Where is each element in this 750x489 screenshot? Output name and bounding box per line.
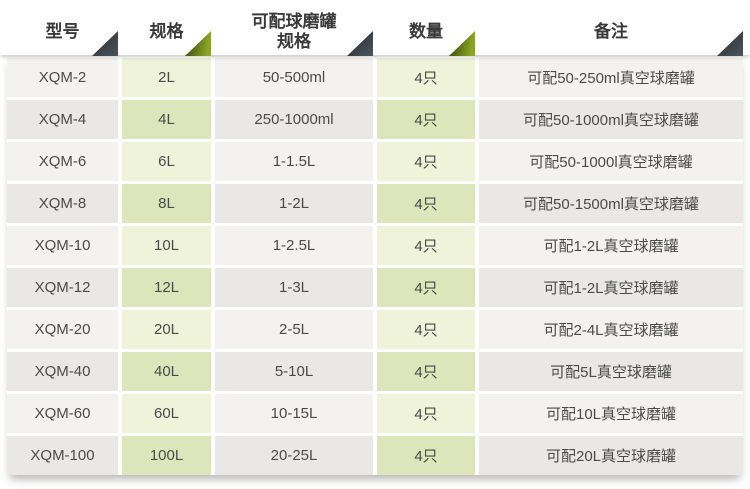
header-remark-label: 备注 (594, 21, 628, 41)
cell-capacity: 2L (122, 58, 211, 97)
header-model: 型号 (7, 8, 118, 56)
corner-triangle-dark-icon (717, 31, 743, 56)
cell-model: XQM-4 (7, 100, 118, 139)
cell-capacity: 40L (122, 352, 211, 391)
cell-model: XQM-6 (7, 142, 118, 181)
table-row: XQM-8 8L 1-2L 4只 可配50-1500ml真空球磨罐 (7, 184, 743, 223)
header-remark: 备注 (479, 8, 743, 56)
cell-remark: 可配2-4L真空球磨罐 (479, 310, 743, 349)
header-jar-spec-label: 可配球磨罐 规格 (251, 11, 337, 51)
cell-quantity: 4只 (377, 226, 475, 265)
cell-jar-spec: 1-1.5L (215, 142, 373, 181)
cell-jar-spec: 50-500ml (215, 58, 373, 97)
cell-quantity: 4只 (377, 142, 475, 181)
cell-jar-spec: 250-1000ml (215, 100, 373, 139)
cell-capacity: 4L (122, 100, 211, 139)
header-quantity: 数量 (377, 8, 475, 56)
cell-jar-spec: 1-3L (215, 268, 373, 307)
cell-remark: 可配50-1000ml真空球磨罐 (479, 100, 743, 139)
cell-quantity: 4只 (377, 310, 475, 349)
cell-jar-spec: 10-15L (215, 394, 373, 433)
cell-jar-spec: 1-2L (215, 184, 373, 223)
corner-triangle-dark-icon (92, 31, 118, 56)
corner-triangle-green-icon (185, 31, 211, 56)
table-header-row: 型号 规格 可配球磨罐 规格 数量 备注 (0, 8, 750, 56)
table-row: XQM-40 40L 5-10L 4只 可配5L真空球磨罐 (7, 352, 743, 391)
cell-quantity: 4只 (377, 184, 475, 223)
table-row: XQM-10 10L 1-2.5L 4只 可配1-2L真空球磨罐 (7, 226, 743, 265)
table-row: XQM-6 6L 1-1.5L 4只 可配50-1000l真空球磨罐 (7, 142, 743, 181)
cell-quantity: 4只 (377, 100, 475, 139)
cell-model: XQM-8 (7, 184, 118, 223)
cell-remark: 可配10L真空球磨罐 (479, 394, 743, 433)
cell-capacity: 10L (122, 226, 211, 265)
cell-remark: 可配1-2L真空球磨罐 (479, 226, 743, 265)
table-row: XQM-20 20L 2-5L 4只 可配2-4L真空球磨罐 (7, 310, 743, 349)
header-capacity-label: 规格 (149, 21, 184, 41)
cell-model: XQM-12 (7, 268, 118, 307)
cell-model: XQM-60 (7, 394, 118, 433)
corner-triangle-dark-icon (347, 31, 373, 56)
cell-remark: 可配50-1000l真空球磨罐 (479, 142, 743, 181)
cell-model: XQM-2 (7, 58, 118, 97)
table-row: XQM-100 100L 20-25L 4只 可配20L真空球磨罐 (7, 436, 743, 475)
table-row: XQM-12 12L 1-3L 4只 可配1-2L真空球磨罐 (7, 268, 743, 307)
table-row: XQM-2 2L 50-500ml 4只 可配50-250ml真空球磨罐 (7, 58, 743, 97)
header-jar-spec: 可配球磨罐 规格 (215, 8, 373, 56)
cell-remark: 可配20L真空球磨罐 (479, 436, 743, 475)
cell-remark: 可配50-250ml真空球磨罐 (479, 58, 743, 97)
header-quantity-label: 数量 (409, 21, 443, 41)
cell-model: XQM-20 (7, 310, 118, 349)
cell-model: XQM-100 (7, 436, 118, 475)
header-model-label: 型号 (45, 21, 80, 41)
cell-capacity: 100L (122, 436, 211, 475)
corner-triangle-green-icon (449, 31, 475, 56)
cell-model: XQM-10 (7, 226, 118, 265)
cell-quantity: 4只 (377, 268, 475, 307)
cell-remark: 可配50-1500ml真空球磨罐 (479, 184, 743, 223)
table-row: XQM-4 4L 250-1000ml 4只 可配50-1000ml真空球磨罐 (7, 100, 743, 139)
cell-quantity: 4只 (377, 58, 475, 97)
cell-quantity: 4只 (377, 436, 475, 475)
cell-capacity: 20L (122, 310, 211, 349)
cell-quantity: 4只 (377, 394, 475, 433)
header-capacity: 规格 (122, 8, 211, 56)
cell-capacity: 8L (122, 184, 211, 223)
cell-model: XQM-40 (7, 352, 118, 391)
cell-remark: 可配5L真空球磨罐 (479, 352, 743, 391)
cell-jar-spec: 2-5L (215, 310, 373, 349)
cell-capacity: 6L (122, 142, 211, 181)
cell-jar-spec: 1-2.5L (215, 226, 373, 265)
cell-quantity: 4只 (377, 352, 475, 391)
cell-jar-spec: 5-10L (215, 352, 373, 391)
table-row: XQM-60 60L 10-15L 4只 可配10L真空球磨罐 (7, 394, 743, 433)
cell-capacity: 60L (122, 394, 211, 433)
cell-remark: 可配1-2L真空球磨罐 (479, 268, 743, 307)
cell-capacity: 12L (122, 268, 211, 307)
table-body: XQM-2 2L 50-500ml 4只 可配50-250ml真空球磨罐 XQM… (7, 55, 743, 475)
cell-jar-spec: 20-25L (215, 436, 373, 475)
